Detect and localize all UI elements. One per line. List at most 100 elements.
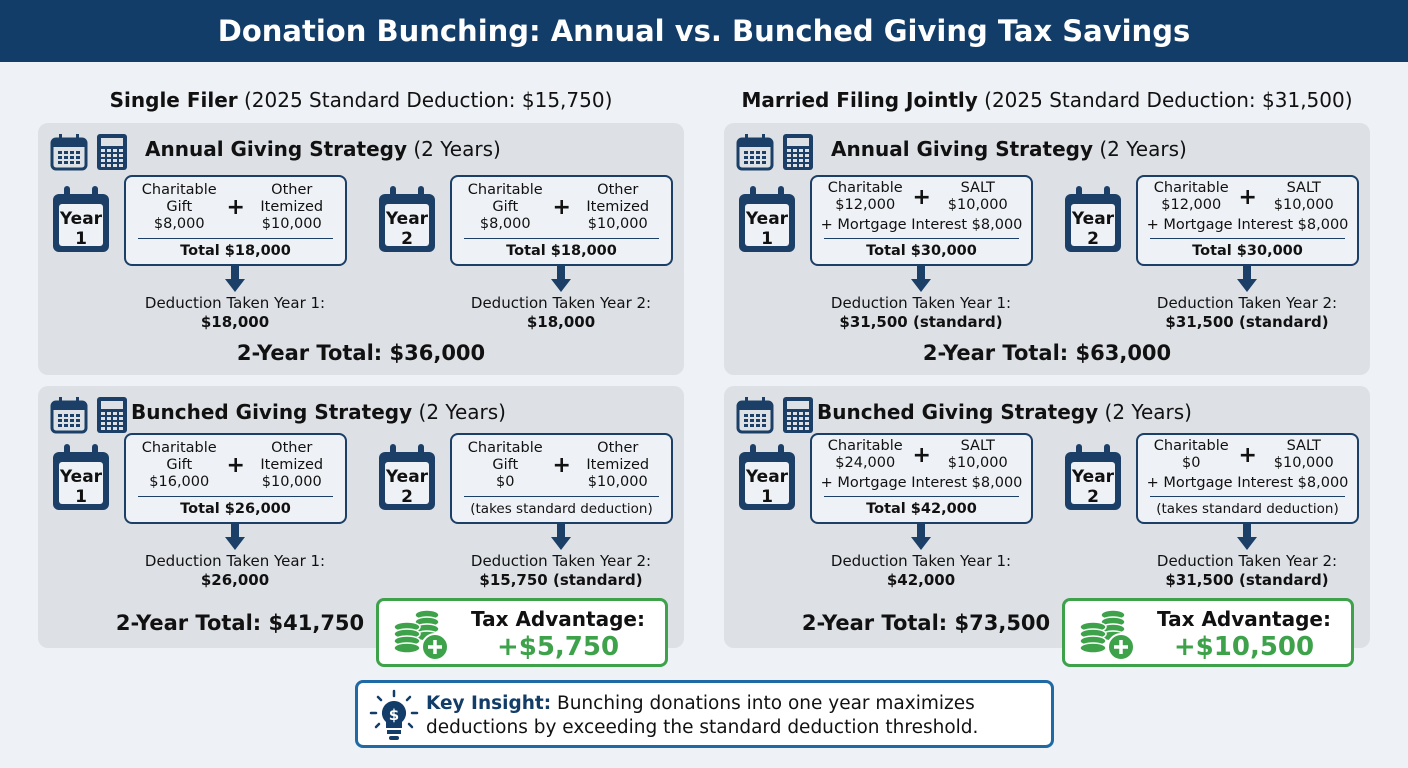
lightbulb-dollar-icon: $ [369, 689, 419, 740]
box-total: (takes standard deduction) [1156, 501, 1339, 517]
divider [464, 496, 659, 497]
other-amount: Other Itemized $10,000 [260, 182, 324, 232]
box-total: Total $30,000 [1192, 243, 1303, 259]
two-year-total: 2-Year Total: $41,750 [115, 611, 365, 635]
divider [138, 238, 333, 239]
charitable-amount: Charitable $0 [1153, 438, 1229, 471]
box-total: (takes standard deduction) [470, 501, 653, 517]
married-filing-jointly-column: Married Filing Jointly (2025 Standard De… [724, 62, 1370, 667]
year-label: Year [1071, 467, 1115, 487]
calendar-icon [50, 134, 88, 171]
strategy-icons [50, 133, 128, 171]
page-title: Donation Bunching: Annual vs. Bunched Gi… [0, 0, 1408, 62]
tax-advantage-value: +$10,500 [1173, 632, 1315, 662]
deduction-calc-box: Charitable Gift $16,000 + Other Itemized $… [124, 433, 347, 524]
tax-advantage-label: Tax Advantage: [1157, 607, 1331, 631]
plus-icon: + [226, 195, 245, 220]
calculator-icon [97, 397, 127, 433]
year-calendar-icon: Year 1 [736, 185, 798, 255]
arrow-down-icon [551, 524, 571, 550]
year-number: 1 [761, 229, 773, 249]
plus-icon: + [1238, 184, 1257, 210]
divider [824, 238, 1019, 239]
strategy-title: Annual Giving Strategy (2 Years) [145, 137, 501, 161]
strategy-title: Annual Giving Strategy (2 Years) [831, 137, 1187, 161]
filer-heading: Married Filing Jointly (2025 Standard De… [741, 88, 1353, 112]
deduction-taken: Deduction Taken Year 2: $31,500 (standard… [1156, 552, 1338, 589]
coins-plus-icon [1079, 609, 1135, 661]
divider [464, 238, 659, 239]
calculator-icon [97, 134, 127, 170]
annual-strategy-panel: Annual Giving Strategy (2 Years) Year 1 Ch… [38, 123, 684, 375]
arrow-down-icon [911, 266, 931, 292]
plus-icon: + [226, 453, 245, 478]
tax-advantage-box: Tax Advantage: +$5,750 [376, 598, 668, 667]
year-number: 2 [401, 487, 413, 507]
calendar-icon [736, 397, 774, 434]
box-total: Total $26,000 [180, 501, 291, 517]
charitable-amount: Charitable Gift $8,000 [467, 182, 543, 232]
charitable-amount: Charitable $24,000 [827, 438, 903, 471]
charitable-amount: Charitable Gift $0 [467, 440, 543, 490]
plus-icon: + [912, 184, 931, 210]
deduction-taken: Deduction Taken Year 1: $42,000 [830, 552, 1012, 589]
year-label: Year [745, 467, 789, 487]
calculator-icon [783, 134, 813, 170]
other-amount: SALT $10,000 [1273, 180, 1334, 213]
other-amount: Other Itemized $10,000 [260, 440, 324, 490]
bunched-strategy-panel: Bunched Giving Strategy (2 Years) Year 1 C… [38, 386, 684, 667]
tax-advantage-label: Tax Advantage: [471, 607, 645, 631]
arrow-down-icon [225, 524, 245, 550]
year-label: Year [59, 467, 103, 487]
plus-icon: + [552, 453, 571, 478]
divider [824, 496, 1019, 497]
arrow-down-icon [1237, 524, 1257, 550]
charitable-amount: Charitable Gift $16,000 [141, 440, 217, 490]
year-calendar-icon: Year 2 [376, 443, 438, 513]
two-year-total: 2-Year Total: $63,000 [922, 341, 1172, 365]
annual-strategy-panel: Annual Giving Strategy (2 Years) Year 1 Ch… [724, 123, 1370, 375]
strategy-title: Bunched Giving Strategy (2 Years) [131, 400, 506, 424]
arrow-down-icon [1237, 266, 1257, 292]
coins-plus-icon [393, 609, 449, 661]
charitable-amount: Charitable Gift $8,000 [141, 182, 217, 232]
calendar-icon [736, 134, 774, 171]
other-amount: Other Itemized $10,000 [586, 440, 650, 490]
deduction-calc-box: Charitable Gift $0 + Other Itemized $10,00… [450, 433, 673, 524]
other-amount: SALT $10,000 [1273, 438, 1334, 471]
box-total: Total $42,000 [866, 501, 977, 517]
divider [138, 496, 333, 497]
calculator-icon [783, 397, 813, 433]
divider [1150, 238, 1345, 239]
deduction-calc-box: Charitable $0 + SALT $10,000 + Mortgage In… [1136, 433, 1359, 524]
deduction-taken: Deduction Taken Year 2: $31,500 (standard… [1156, 294, 1338, 331]
year-calendar-icon: Year 2 [1062, 185, 1124, 255]
charitable-amount: Charitable $12,000 [827, 180, 903, 213]
strategy-title: Bunched Giving Strategy (2 Years) [817, 400, 1192, 424]
year-number: 1 [761, 487, 773, 507]
year-calendar-icon: Year 1 [736, 443, 798, 513]
single-filer-column: Single Filer (2025 Standard Deduction: $… [38, 62, 684, 667]
deduction-calc-box: Charitable $12,000 + SALT $10,000 + Mortga… [810, 175, 1033, 266]
deduction-taken: Deduction Taken Year 2: $18,000 [470, 294, 652, 331]
strategy-icons [50, 396, 128, 434]
year-calendar-icon: Year 1 [50, 185, 112, 255]
charitable-amount: Charitable $12,000 [1153, 180, 1229, 213]
deduction-calc-box: Charitable $12,000 + SALT $10,000 + Mortga… [1136, 175, 1359, 266]
insight-label: Key Insight: [426, 693, 552, 714]
plus-icon: + [912, 442, 931, 468]
mortgage-interest: + Mortgage Interest $8,000 [820, 475, 1023, 491]
arrow-down-icon [225, 266, 245, 292]
mortgage-interest: + Mortgage Interest $8,000 [820, 217, 1023, 233]
deduction-taken: Deduction Taken Year 1: $18,000 [144, 294, 326, 331]
key-insight-box: $ Key Insight: Bunching donations into o… [355, 680, 1054, 748]
two-year-total: 2-Year Total: $36,000 [236, 341, 486, 365]
strategy-icons [736, 396, 814, 434]
year-label: Year [1071, 209, 1115, 229]
box-total: Total $18,000 [506, 243, 617, 259]
other-amount: Other Itemized $10,000 [586, 182, 650, 232]
deduction-taken: Deduction Taken Year 1: $31,500 (standard… [830, 294, 1012, 331]
year-calendar-icon: Year 2 [376, 185, 438, 255]
plus-icon: + [1238, 442, 1257, 468]
year-number: 1 [75, 229, 87, 249]
